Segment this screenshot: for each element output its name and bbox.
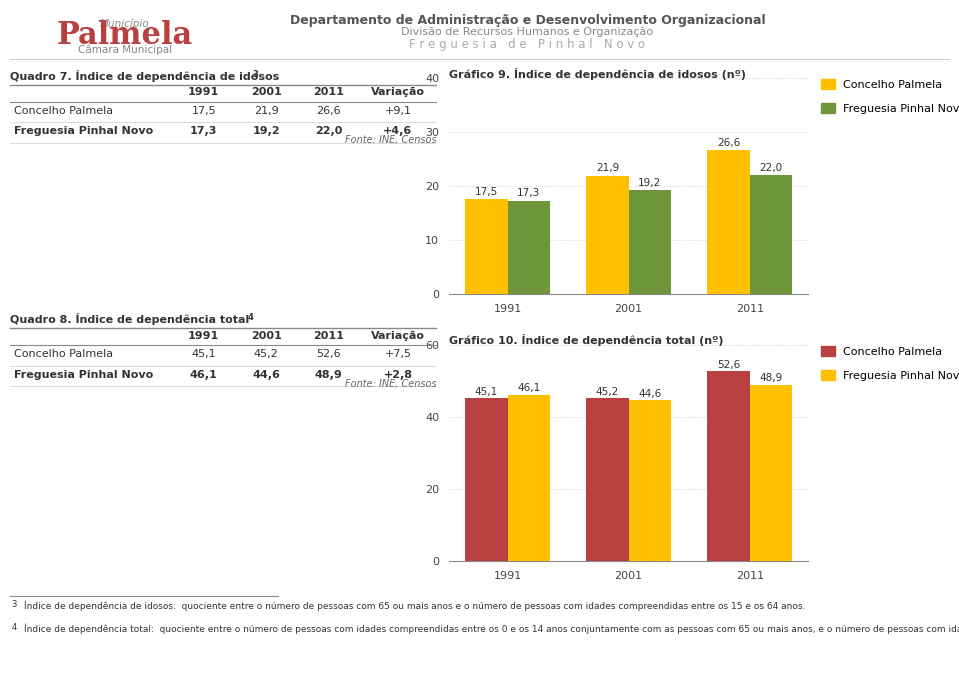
Text: 4: 4 (12, 623, 16, 632)
Text: 2011: 2011 (313, 331, 344, 341)
Text: 52,6: 52,6 (316, 349, 340, 360)
Text: 26,6: 26,6 (717, 138, 740, 148)
Text: 22,0: 22,0 (760, 163, 783, 173)
Text: Índice de dependência total:  quociente entre o número de pessoas com idades com: Índice de dependência total: quociente e… (24, 624, 959, 635)
Text: 1991: 1991 (188, 87, 220, 97)
Text: +7,5: +7,5 (385, 349, 411, 360)
Text: F r e g u e s i a   d e   P i n h a l   N o v o: F r e g u e s i a d e P i n h a l N o v … (409, 38, 645, 51)
Text: 45,1: 45,1 (192, 349, 216, 360)
Text: 44,6: 44,6 (638, 389, 662, 399)
Text: +4,6: +4,6 (384, 126, 412, 137)
Text: 17,5: 17,5 (192, 106, 216, 116)
Text: Fonte: INE, Censos: Fonte: INE, Censos (344, 379, 436, 389)
Text: Variação: Variação (371, 87, 425, 97)
Text: 48,9: 48,9 (760, 373, 783, 383)
Text: Concelho Palmela: Concelho Palmela (14, 106, 113, 116)
Bar (465, 398, 507, 561)
Text: +2,8: +2,8 (384, 370, 412, 380)
Bar (629, 190, 671, 294)
Bar (586, 398, 629, 561)
Text: Departamento de Administração e Desenvolvimento Organizacional: Departamento de Administração e Desenvol… (290, 14, 765, 27)
Text: Concelho Palmela: Concelho Palmela (14, 349, 113, 360)
Bar (708, 150, 750, 294)
Text: 19,2: 19,2 (252, 126, 280, 137)
Text: 44,6: 44,6 (252, 370, 280, 380)
Text: 26,6: 26,6 (316, 106, 340, 116)
Text: 45,2: 45,2 (254, 349, 278, 360)
Text: Freguesia Pinhal Novo: Freguesia Pinhal Novo (14, 126, 153, 137)
Bar (629, 400, 671, 561)
Text: Variação: Variação (371, 331, 425, 341)
Text: Gráfico 9. Índice de dependência de idosos (nº): Gráfico 9. Índice de dependência de idos… (449, 68, 746, 80)
Text: 46,1: 46,1 (517, 383, 540, 393)
Text: 19,2: 19,2 (638, 178, 662, 188)
Bar (708, 371, 750, 561)
Text: Câmara Municipal: Câmara Municipal (78, 45, 172, 55)
Bar (750, 175, 792, 294)
Text: 1991: 1991 (188, 331, 220, 341)
Text: Quadro 8. Índice de dependência total: Quadro 8. Índice de dependência total (10, 313, 248, 325)
Text: 17,3: 17,3 (517, 189, 540, 198)
Text: Gráfico 10. Índice de dependência total (nº): Gráfico 10. Índice de dependência total … (449, 334, 723, 346)
Text: 45,1: 45,1 (475, 387, 498, 397)
Bar (465, 199, 507, 294)
Text: +9,1: +9,1 (385, 106, 411, 116)
Text: Município: Município (100, 18, 150, 29)
Text: Índice de dependência de idosos:  quociente entre o número de pessoas com 65 ou : Índice de dependência de idosos: quocien… (24, 600, 806, 611)
Text: 4: 4 (247, 313, 253, 322)
Text: 22,0: 22,0 (315, 126, 342, 137)
Text: Fonte: INE, Censos: Fonte: INE, Censos (344, 135, 436, 145)
Bar (507, 395, 550, 561)
Text: 48,9: 48,9 (315, 370, 342, 380)
Bar (586, 176, 629, 294)
Text: 21,9: 21,9 (596, 164, 620, 174)
Bar (507, 201, 550, 294)
Text: 3: 3 (12, 600, 17, 608)
Text: 3: 3 (252, 70, 258, 78)
Text: Freguesia Pinhal Novo: Freguesia Pinhal Novo (14, 370, 153, 380)
Legend: Concelho Palmela, Freguesia Pinhal Novo: Concelho Palmela, Freguesia Pinhal Novo (821, 79, 959, 114)
Text: 46,1: 46,1 (190, 370, 218, 380)
Text: 2011: 2011 (313, 87, 344, 97)
Text: Palmela: Palmela (57, 20, 193, 51)
Legend: Concelho Palmela, Freguesia Pinhal Novo: Concelho Palmela, Freguesia Pinhal Novo (821, 346, 959, 381)
Text: Divisão de Recursos Humanos e Organização: Divisão de Recursos Humanos e Organizaçã… (402, 27, 653, 37)
Bar (750, 385, 792, 561)
Text: 17,5: 17,5 (475, 187, 498, 197)
Text: Quadro 7. Índice de dependência de idosos: Quadro 7. Índice de dependência de idoso… (10, 70, 279, 82)
Text: 2001: 2001 (250, 87, 282, 97)
Text: 52,6: 52,6 (717, 360, 740, 370)
Text: 17,3: 17,3 (190, 126, 218, 137)
Text: 45,2: 45,2 (596, 387, 620, 397)
Text: 2001: 2001 (250, 331, 282, 341)
Text: 21,9: 21,9 (254, 106, 278, 116)
